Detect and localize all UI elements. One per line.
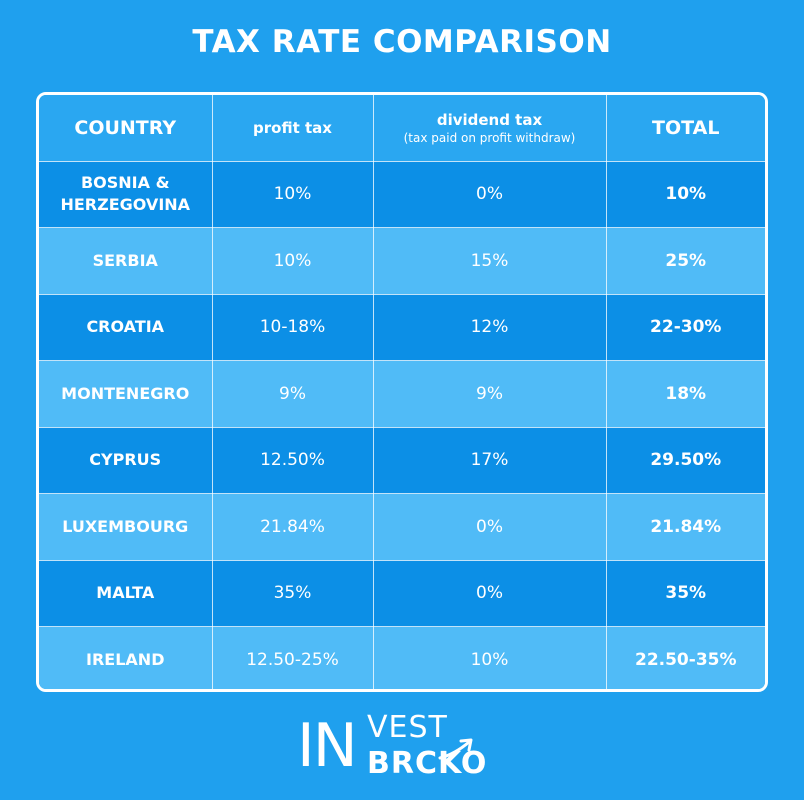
total-cell: 25% (605, 227, 765, 295)
country-cell: CYPRUS (39, 426, 213, 494)
table-row: BOSNIA & HERZEGOVINA 10% 0% 10% (39, 160, 765, 228)
table-row: LUXEMBOURG 21.84% 0% 21.84% (39, 493, 765, 561)
header-dividend-tax-note: (tax paid on profit withdraw) (403, 130, 576, 145)
total-cell: 35% (605, 559, 765, 627)
total-cell: 10% (605, 160, 765, 228)
dividend-tax-cell: 17% (372, 426, 607, 494)
dividend-tax-cell: 12% (372, 293, 607, 361)
country-cell: LUXEMBOURG (39, 493, 213, 561)
profit-tax-cell: 10% (211, 160, 374, 228)
profit-tax-cell: 12.50% (211, 426, 374, 494)
country-cell: CROATIA (39, 293, 213, 361)
invest-brcko-logo: IN VEST BRCKO (297, 712, 512, 784)
table-row: CYPRUS 12.50% 17% 29.50% (39, 426, 765, 494)
arrow-up-right-icon (438, 738, 473, 760)
logo-in-text: IN (297, 711, 358, 781)
table-row: MONTENEGRO 9% 9% 18% (39, 360, 765, 428)
country-cell: MONTENEGRO (39, 360, 213, 428)
table-row: IRELAND 12.50-25% 10% 22.50-35% (39, 626, 765, 689)
tax-comparison-table: COUNTRY profit tax dividend tax (tax pai… (36, 92, 768, 692)
country-cell: MALTA (39, 559, 213, 627)
table-row: SERBIA 10% 15% 25% (39, 227, 765, 295)
profit-tax-cell: 9% (211, 360, 374, 428)
logo-brcko-text: BRCKO (367, 746, 488, 781)
total-cell: 18% (605, 360, 765, 428)
country-line1: BOSNIA & (80, 173, 170, 193)
table-row: MALTA 35% 0% 35% (39, 559, 765, 627)
dividend-tax-cell: 10% (372, 626, 607, 689)
profit-tax-cell: 10% (211, 227, 374, 295)
profit-tax-cell: 12.50-25% (211, 626, 374, 689)
profit-tax-cell: 10-18% (211, 293, 374, 361)
page-title: TAX RATE COMPARISON (192, 24, 612, 60)
dividend-tax-cell: 15% (372, 227, 607, 295)
profit-tax-cell: 21.84% (211, 493, 374, 561)
header-profit-tax: profit tax (211, 95, 374, 162)
total-cell: 22-30% (605, 293, 765, 361)
dividend-tax-cell: 0% (372, 160, 607, 228)
table: COUNTRY profit tax dividend tax (tax pai… (39, 95, 765, 689)
dividend-tax-cell: 0% (372, 493, 607, 561)
total-cell: 29.50% (605, 426, 765, 494)
country-cell: BOSNIA & HERZEGOVINA (39, 160, 213, 228)
dividend-tax-cell: 0% (372, 559, 607, 627)
logo-vest-text: VEST (367, 710, 448, 745)
country-cell: SERBIA (39, 227, 213, 295)
table-row: CROATIA 10-18% 12% 22-30% (39, 293, 765, 361)
country-line2: HERZEGOVINA (60, 195, 191, 215)
dividend-tax-cell: 9% (372, 360, 607, 428)
table-header-row: COUNTRY profit tax dividend tax (tax pai… (39, 95, 765, 162)
header-country: COUNTRY (39, 95, 213, 162)
total-cell: 21.84% (605, 493, 765, 561)
header-total: TOTAL (605, 95, 765, 162)
header-dividend-tax-label: dividend tax (436, 110, 543, 129)
header-dividend-tax: dividend tax (tax paid on profit withdra… (372, 95, 607, 162)
total-cell: 22.50-35% (605, 626, 765, 689)
country-cell: IRELAND (39, 626, 213, 689)
profit-tax-cell: 35% (211, 559, 374, 627)
